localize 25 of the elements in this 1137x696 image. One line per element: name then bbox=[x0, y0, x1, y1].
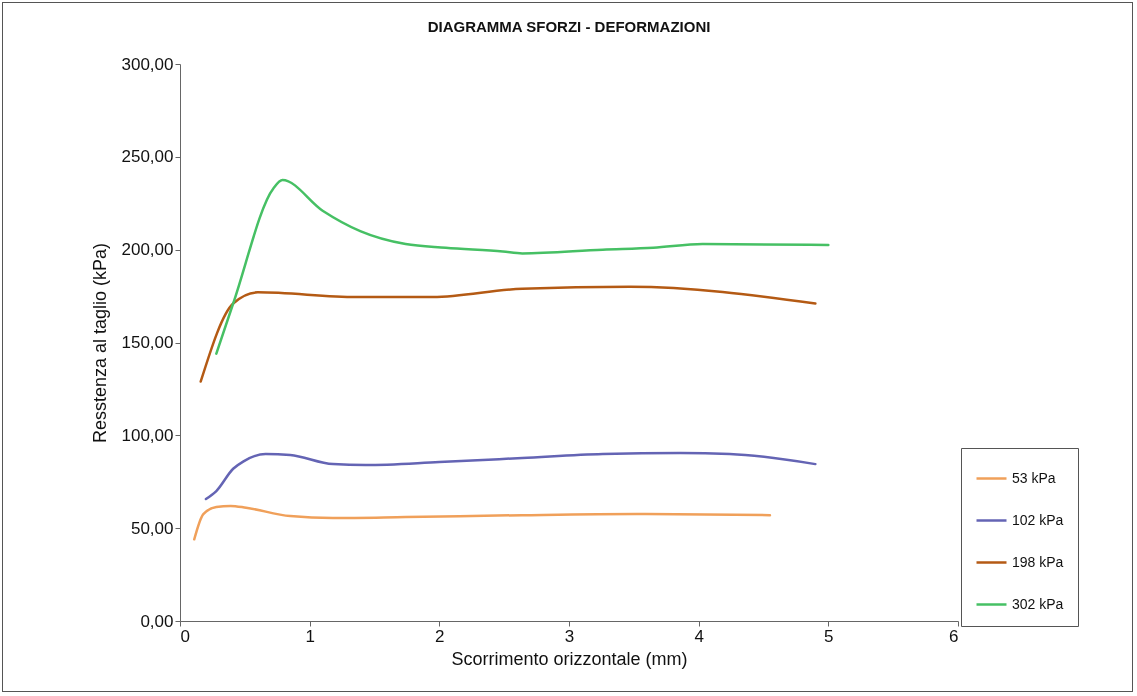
x-tick-label: 1 bbox=[305, 626, 315, 646]
line-series bbox=[215, 178, 830, 355]
y-tick-label: 200,00 bbox=[121, 240, 174, 260]
legend-label: 198 kPa bbox=[1012, 553, 1064, 570]
legend-label: 102 kPa bbox=[1012, 511, 1064, 528]
x-tick-label: 6 bbox=[949, 626, 959, 646]
x-tick-label: 3 bbox=[564, 626, 575, 646]
line-series bbox=[199, 285, 817, 383]
x-tick-label: 5 bbox=[824, 626, 834, 646]
legend-label: 53 kPa bbox=[1012, 469, 1056, 486]
y-tick-label: 150,00 bbox=[121, 333, 174, 352]
x-axis-title: Scorrimento orizzontale (mm) bbox=[451, 648, 688, 669]
legend-label: 302 kPa bbox=[1012, 595, 1064, 612]
chart-title: DIAGRAMMA SFORZI - DEFORMAZIONI bbox=[427, 18, 711, 35]
x-tick-label: 2 bbox=[435, 626, 445, 646]
y-axis-title: Resstenza al taglio (kPa) bbox=[89, 242, 110, 444]
y-tick-label: 100,00 bbox=[121, 425, 174, 445]
y-tick-label: 0,00 bbox=[140, 611, 174, 631]
x-tick-label: 4 bbox=[694, 626, 704, 646]
x-tick-label: 0 bbox=[180, 626, 190, 646]
y-tick-label: 250,00 bbox=[121, 147, 174, 167]
line-series bbox=[204, 451, 817, 501]
line-series bbox=[193, 504, 772, 541]
y-tick-label: 50,00 bbox=[130, 518, 174, 538]
y-tick-label: 300,00 bbox=[121, 54, 174, 74]
